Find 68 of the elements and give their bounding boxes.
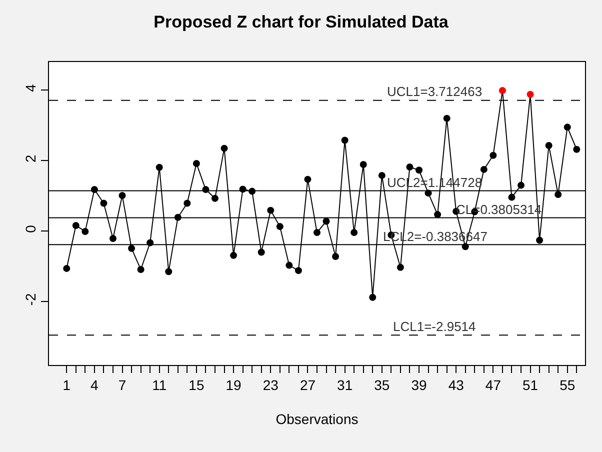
x-tick-label: 1 <box>62 376 71 393</box>
point <box>258 248 265 256</box>
x-tick-label: 19 <box>226 376 242 393</box>
point <box>554 190 562 198</box>
point <box>406 163 414 170</box>
point <box>416 166 423 174</box>
point <box>322 218 330 225</box>
x-tick-label: 27 <box>300 376 316 393</box>
point <box>526 90 534 98</box>
point <box>128 244 136 252</box>
point <box>508 194 516 201</box>
point <box>332 252 340 260</box>
ref-line-label: UCL1=3.712463 <box>387 84 482 99</box>
x-tick-label: 55 <box>560 376 576 393</box>
point <box>369 294 376 301</box>
point <box>230 252 238 259</box>
point <box>536 236 544 244</box>
point <box>396 264 404 271</box>
point <box>490 152 497 159</box>
point <box>480 166 488 173</box>
x-axis-title: Observations <box>276 411 358 428</box>
point <box>118 192 126 200</box>
point <box>294 267 302 274</box>
chart-title: Proposed Z chart for Simulated Data <box>154 12 449 32</box>
point <box>545 142 552 149</box>
point <box>220 144 228 152</box>
point <box>184 200 191 207</box>
point <box>192 160 200 167</box>
point <box>564 124 571 131</box>
point <box>72 222 80 229</box>
point <box>82 228 89 235</box>
x-tick-label: 11 <box>152 376 167 393</box>
point <box>100 200 108 207</box>
point <box>267 206 274 214</box>
point <box>109 235 116 242</box>
point <box>63 264 70 272</box>
point <box>276 223 284 230</box>
point <box>498 87 506 94</box>
point <box>137 266 144 274</box>
y-tick-label: 4 <box>22 84 38 92</box>
point <box>443 114 450 122</box>
x-tick-label: 43 <box>448 376 464 393</box>
x-tick-label: 7 <box>118 376 126 393</box>
point <box>434 211 442 218</box>
point <box>304 176 312 183</box>
y-tick-label: 2 <box>22 154 38 162</box>
point <box>350 229 358 236</box>
y-tick-label: 0 <box>22 224 38 233</box>
x-tick-label: 31 <box>337 376 353 393</box>
x-tick-label: 4 <box>90 376 99 393</box>
point <box>156 164 163 171</box>
point <box>378 172 386 179</box>
x-tick-label: 39 <box>411 376 428 393</box>
x-tick-label: 15 <box>188 376 204 393</box>
point <box>573 146 580 153</box>
ref-line-label: LCL1=-2.9514 <box>393 319 476 334</box>
x-tick-label: 23 <box>262 376 279 393</box>
x-tick-label: 47 <box>485 376 502 393</box>
x-tick-label: 51 <box>522 376 538 393</box>
point <box>314 229 320 236</box>
point <box>341 136 348 144</box>
point <box>360 161 367 168</box>
point <box>211 194 218 202</box>
x-tick-label: 35 <box>374 376 390 393</box>
y-tick-label: -2 <box>22 293 38 306</box>
point <box>165 268 172 276</box>
point <box>518 182 525 189</box>
point <box>286 262 293 269</box>
